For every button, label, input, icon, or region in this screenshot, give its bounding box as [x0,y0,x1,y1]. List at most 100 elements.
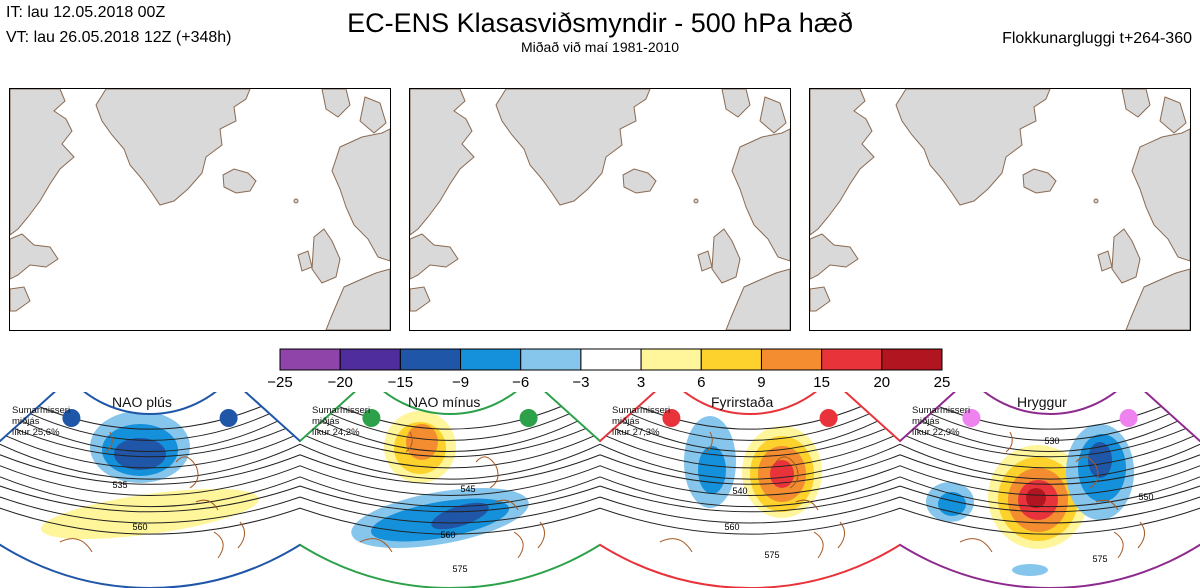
colorbar-tick-label: 25 [934,374,951,391]
regime-info: Sumarmisseri miðjás líkur 24,2% [312,405,371,438]
height-contour [900,464,1200,508]
contour-label: 560 [440,530,455,540]
colorbar-swatch [339,348,401,371]
height-contour [900,486,1200,535]
contour-label: 540 [732,486,747,496]
coastline [959,431,1145,559]
height-contour [0,472,300,513]
colorbar-swatch [279,348,341,371]
valid-time-label: VT: lau 26.05.2018 12Z (+348h) [6,29,232,46]
contour-label: 550 [1138,492,1153,502]
height-contour [930,413,1170,441]
contour-label: 545 [460,484,475,494]
height-contour [300,442,600,480]
regime-marker-dot [519,409,538,427]
colorbar-swatch [760,348,823,371]
regime-marker-dot [1119,409,1138,427]
coastline [59,431,245,559]
height-contour [21,420,279,452]
height-contour [630,413,870,441]
height-contour [600,472,900,513]
initial-time-label: IT: lau 12.05.2018 00Z [6,4,166,21]
height-contour [300,457,600,496]
height-contour [0,464,300,508]
height-contour [321,420,579,452]
colorbar-swatch [640,348,702,371]
height-contour [600,479,900,524]
colorbar-tick-label: −15 [388,374,413,391]
height-contour [300,472,600,513]
height-contour [0,486,300,535]
contour-label: 560 [724,522,739,532]
height-contour [300,479,600,524]
colorbar-swatch [460,348,522,371]
coastline [659,431,845,559]
regime-name-label: Hryggur [1017,394,1067,410]
height-contour [300,486,600,535]
regime-name-label: NAO plús [112,394,172,410]
colorbar-tick-label: 15 [813,374,830,391]
anomaly-blob [1026,488,1046,508]
chart-subtitle: Miðað við maí 1981-2010 [521,39,679,55]
colorbar-tick-label: 3 [637,374,645,391]
classification-window-label: Flokkunargluggi t+264-360 [1002,30,1192,47]
colorbar-swatch [881,348,943,371]
height-contour [0,450,300,485]
height-contour [900,450,1200,485]
height-contour [605,435,895,469]
height-contour [0,457,300,496]
height-contour [613,427,887,458]
height-contour [600,486,900,535]
regime-info: Sumarmisseri miðjás líkur 27,3% [612,405,671,438]
height-contour [900,457,1200,496]
regime-nao-plus: 535 560 NAO plús Sumarmisseri miðjás líkur … [0,392,300,588]
height-contour [0,442,300,480]
height-contour [330,413,570,441]
colorbar-tick-label: 6 [697,374,705,391]
height-contour [5,435,295,469]
regime-info: Sumarmisseri miðjás líkur 22,9% [912,405,971,438]
colorbar-tick-label: −20 [327,374,352,391]
contour-label: 535 [112,480,127,490]
anomaly-blob [1088,442,1112,478]
coastline [359,431,545,559]
regime-fyrirstada: 540 560 575 Fyrirstaða Sumarmisseri miðjás l… [600,392,900,588]
height-contour [913,427,1187,458]
regime-marker-dot [819,409,838,427]
contour-label: 560 [132,522,147,532]
regime-info: Sumarmisseri miðjás líkur 25,6% [12,405,71,438]
height-contour [900,479,1200,524]
colorbar-swatch [580,348,642,371]
colorbar-tick-label: 20 [873,374,890,391]
height-contour [621,420,879,452]
chart-title: EC-ENS Klasasviðsmyndir - 500 hPa hæð [347,8,853,38]
height-contour [600,442,900,480]
regime-frame [900,392,1200,588]
colorbar-swatch [700,348,762,371]
anomaly-blob [114,438,166,470]
height-contour [0,479,300,524]
map-panel-2 [409,88,791,331]
regime-marker-dot [219,409,238,427]
contour-label: 530 [1044,436,1059,446]
regime-marker-dot [362,409,381,427]
height-contour [921,420,1179,452]
anomaly-blob [41,488,259,540]
regime-frame [0,392,300,588]
height-contour [305,435,595,469]
regime-marker-dot [62,409,81,427]
regime-frame [600,392,900,588]
height-contour [905,435,1195,469]
regime-marker-dot [662,409,681,427]
colorbar-swatch [821,348,883,371]
height-contour [600,457,900,496]
height-contour [300,464,600,508]
colorbar-tick-label: −25 [267,374,292,391]
height-contour [313,427,587,458]
regime-nao-minus: 545 560 575 NAO mínus Sumarmisseri miðjás lí… [300,392,600,588]
colorbar-swatch [520,348,582,371]
height-contour [300,450,600,485]
height-contour [600,450,900,485]
colorbar-tick-label: −6 [512,374,529,391]
colorbar-tick-label: −9 [452,374,469,391]
